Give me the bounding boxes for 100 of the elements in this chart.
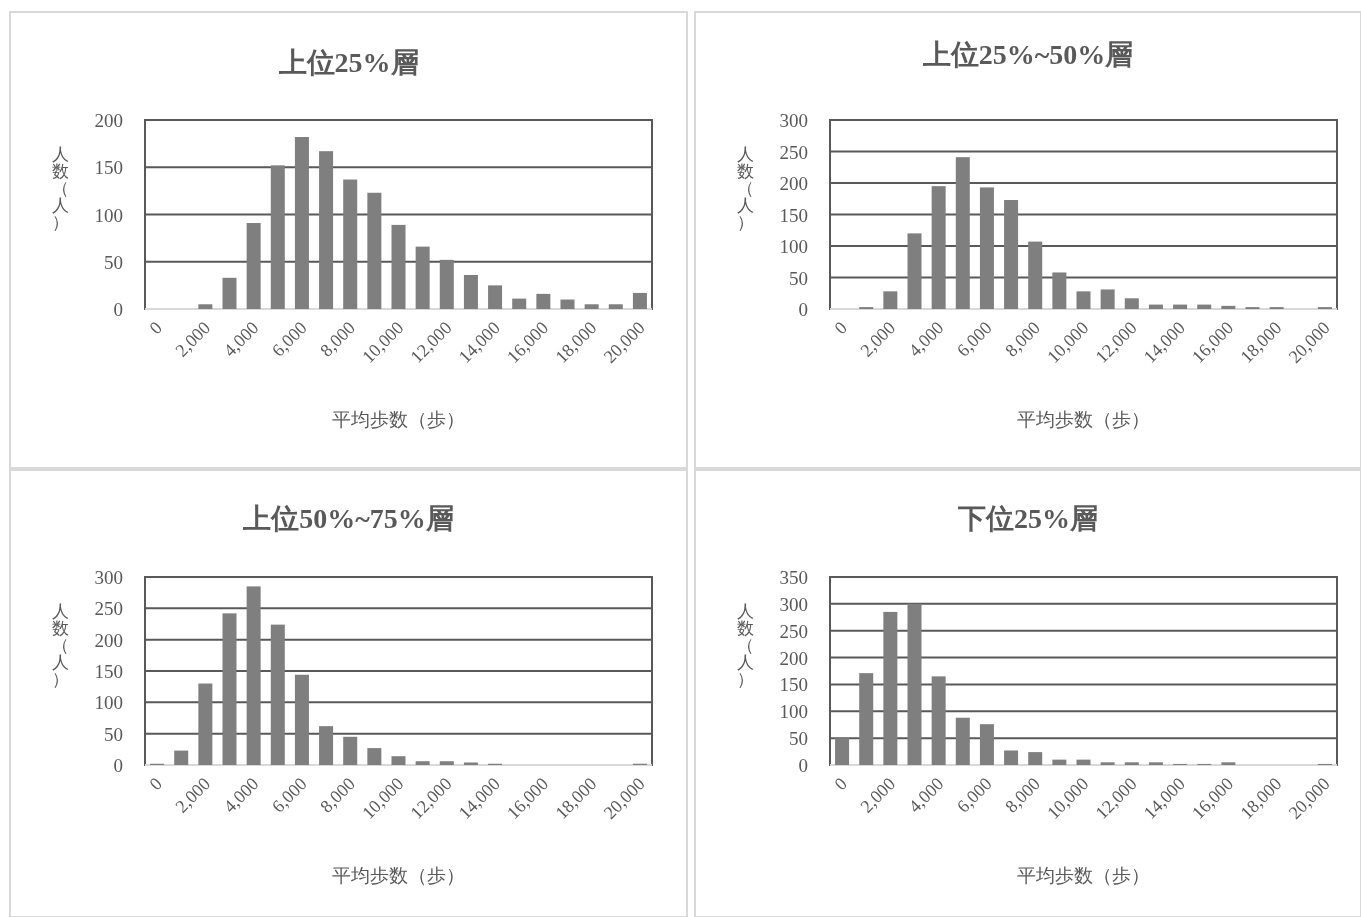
y-tick-label: 50 xyxy=(104,723,123,745)
bar xyxy=(632,292,647,309)
bar xyxy=(1221,305,1236,309)
chart-title: 上位50%~75%層 xyxy=(242,503,454,534)
y-tick-label: 0 xyxy=(798,755,808,776)
x-axis-title: 平均歩数（歩） xyxy=(1017,865,1150,886)
bar xyxy=(1148,304,1163,309)
chart-title: 上位25%層 xyxy=(277,47,419,78)
bar xyxy=(536,293,551,309)
y-tick-label: 200 xyxy=(779,647,808,669)
bar xyxy=(1076,759,1091,765)
x-tick-label: 0 xyxy=(145,773,166,795)
bar xyxy=(198,304,213,309)
y-tick-label: 100 xyxy=(779,236,808,257)
bar xyxy=(1100,289,1115,309)
y-axis-title: 人数（人） xyxy=(736,602,754,689)
y-tick-label: 0 xyxy=(113,755,123,776)
bar xyxy=(1124,762,1139,765)
bar xyxy=(907,233,922,309)
bar xyxy=(1148,762,1163,765)
bar xyxy=(415,246,430,309)
y-axis-title: 人数（人） xyxy=(51,145,69,232)
y-tick-label: 200 xyxy=(94,110,123,131)
y-tick-label: 150 xyxy=(94,661,123,682)
y-axis-title: 人数（人） xyxy=(51,602,69,689)
bar xyxy=(367,748,382,765)
bar xyxy=(246,223,261,309)
bar xyxy=(560,299,575,309)
bar xyxy=(222,277,237,309)
y-tick-label: 50 xyxy=(789,267,808,289)
y-tick-label: 350 xyxy=(779,567,808,588)
y-tick-label: 250 xyxy=(779,620,808,642)
bar xyxy=(1221,762,1236,765)
y-tick-label: 100 xyxy=(94,692,123,714)
bar xyxy=(1004,200,1019,309)
bar xyxy=(1076,291,1091,309)
y-tick-label: 200 xyxy=(94,629,123,651)
bar xyxy=(883,291,898,309)
bar xyxy=(463,274,478,309)
y-tick-label: 150 xyxy=(94,157,123,179)
bar xyxy=(319,726,334,765)
y-tick-label: 0 xyxy=(798,299,808,320)
bar xyxy=(1173,304,1188,309)
bar xyxy=(859,673,874,765)
y-tick-label: 250 xyxy=(779,141,808,163)
y-tick-label: 300 xyxy=(779,110,808,131)
bar xyxy=(198,683,213,765)
bar xyxy=(907,603,922,765)
y-tick-label: 150 xyxy=(779,674,808,696)
bar xyxy=(439,761,454,765)
bar xyxy=(343,736,358,765)
bar xyxy=(415,761,430,765)
bar xyxy=(294,137,309,309)
bar xyxy=(608,304,623,309)
bar xyxy=(1028,241,1043,309)
x-tick-label: 0 xyxy=(830,317,851,339)
x-axis-title: 平均歩数（歩） xyxy=(332,865,465,886)
bar xyxy=(222,613,237,765)
bar xyxy=(1197,304,1212,309)
bar xyxy=(1052,759,1067,765)
bar xyxy=(270,624,285,765)
bar xyxy=(246,586,261,765)
bar xyxy=(391,224,406,309)
bar xyxy=(1004,750,1019,765)
x-axis-title: 平均歩数（歩） xyxy=(332,409,465,430)
x-axis-title: 平均歩数（歩） xyxy=(1017,409,1150,430)
bar xyxy=(1052,272,1067,309)
y-tick-label: 300 xyxy=(94,567,123,588)
y-tick-label: 50 xyxy=(789,728,808,750)
bar xyxy=(979,187,994,309)
bar xyxy=(439,259,454,309)
y-tick-label: 150 xyxy=(779,204,808,226)
bar xyxy=(343,179,358,309)
bar xyxy=(488,285,503,309)
bar xyxy=(319,151,334,309)
bar xyxy=(270,165,285,309)
bar xyxy=(931,186,946,309)
y-tick-label: 300 xyxy=(779,593,808,615)
bar xyxy=(931,676,946,765)
x-tick-label: 0 xyxy=(145,317,166,339)
bar xyxy=(294,674,309,765)
bar xyxy=(463,762,478,765)
chart-title: 下位25%層 xyxy=(957,503,1098,534)
bar xyxy=(391,756,406,765)
bar xyxy=(835,738,850,765)
bar xyxy=(512,298,527,309)
bar xyxy=(979,724,994,765)
y-tick-label: 100 xyxy=(779,701,808,723)
y-tick-label: 50 xyxy=(104,251,123,273)
y-tick-label: 0 xyxy=(113,299,123,320)
bar xyxy=(1100,762,1115,765)
chart-title: 上位25%~50%層 xyxy=(921,39,1134,70)
y-tick-label: 250 xyxy=(94,598,123,620)
x-tick-label: 0 xyxy=(830,773,851,795)
bar xyxy=(955,157,970,309)
y-axis-title: 人数（人） xyxy=(736,145,754,232)
bar xyxy=(367,192,382,309)
bar xyxy=(174,750,189,765)
y-tick-label: 100 xyxy=(94,204,123,226)
bar xyxy=(955,717,970,765)
